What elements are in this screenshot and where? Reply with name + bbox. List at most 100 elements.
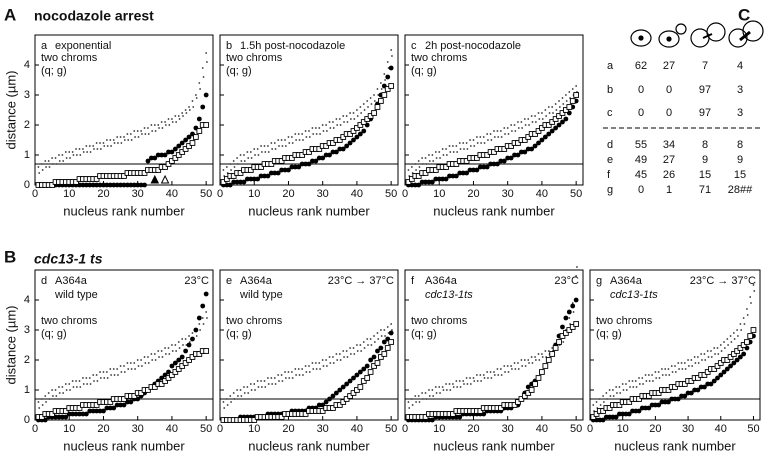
dot xyxy=(301,368,304,370)
dot xyxy=(363,109,366,111)
dot xyxy=(479,136,482,138)
dot xyxy=(359,106,362,108)
dot xyxy=(185,112,188,114)
dot xyxy=(391,55,393,57)
filled-circle xyxy=(385,74,391,80)
open-square xyxy=(121,396,127,402)
dot xyxy=(274,148,277,150)
y-axis-label: distance (µm) xyxy=(3,70,18,149)
filled-circle xyxy=(70,411,76,417)
dot xyxy=(78,148,81,150)
x-tick-label: 20 xyxy=(467,423,479,435)
open-square xyxy=(695,375,701,381)
filled-circle xyxy=(59,414,65,420)
open-square xyxy=(384,86,391,92)
filled-circle xyxy=(477,164,483,170)
dot xyxy=(270,142,273,144)
dot xyxy=(544,109,547,111)
dot xyxy=(315,368,318,370)
dot xyxy=(700,353,703,355)
strain: A364a xyxy=(610,275,643,287)
section-label: C xyxy=(738,5,750,24)
dot xyxy=(40,398,43,400)
dot xyxy=(264,386,267,388)
filled-circle xyxy=(234,179,240,185)
filled-circle xyxy=(172,146,178,152)
open-square xyxy=(463,158,470,164)
dot xyxy=(273,377,276,379)
dot xyxy=(263,145,266,147)
dot xyxy=(452,151,455,153)
dot xyxy=(102,371,105,373)
open-square xyxy=(258,164,264,170)
filled-circle xyxy=(125,182,130,188)
dot xyxy=(496,368,499,370)
dot xyxy=(65,157,68,159)
dot xyxy=(171,118,173,120)
row-label: a xyxy=(607,60,614,72)
dot xyxy=(737,335,739,337)
dot xyxy=(243,154,245,156)
open-square xyxy=(566,327,573,333)
dot xyxy=(506,365,509,367)
open-square xyxy=(556,113,562,119)
dot xyxy=(521,127,524,129)
dot xyxy=(514,130,517,132)
dot xyxy=(537,112,540,114)
dot xyxy=(384,335,387,337)
dot xyxy=(308,130,310,132)
dot xyxy=(188,109,191,111)
dot xyxy=(153,353,156,355)
series-note: (q; g) xyxy=(411,328,437,340)
dot xyxy=(608,389,611,391)
dot xyxy=(602,395,604,397)
spindle-icons xyxy=(630,20,764,48)
filled-circle xyxy=(159,152,165,158)
dot xyxy=(694,362,697,364)
open-square xyxy=(306,149,312,155)
dot xyxy=(106,145,109,147)
filled-circle xyxy=(203,291,209,297)
filled-circle xyxy=(330,149,336,155)
dot xyxy=(455,145,458,147)
x-tick-label: 10 xyxy=(63,188,75,200)
filled-circle xyxy=(248,176,254,182)
dot xyxy=(625,383,627,385)
dot xyxy=(463,148,465,150)
filled-circle xyxy=(457,414,463,420)
dot xyxy=(530,356,533,358)
dot xyxy=(343,121,345,123)
open-square xyxy=(330,140,336,146)
series-note: two chroms xyxy=(411,315,468,327)
open-square xyxy=(73,179,79,185)
condition: 2h post-nocodazole xyxy=(425,40,521,52)
dot xyxy=(517,127,520,129)
open-square xyxy=(714,363,721,369)
open-square xyxy=(289,155,295,161)
dot xyxy=(267,383,270,385)
dot xyxy=(551,106,554,108)
filled-circle xyxy=(423,179,428,185)
filled-circle xyxy=(272,170,278,176)
dot xyxy=(373,94,375,96)
dot xyxy=(199,88,202,90)
dot xyxy=(497,374,500,376)
open-square xyxy=(552,345,559,351)
dot xyxy=(719,344,722,346)
dot xyxy=(647,374,650,376)
open-square xyxy=(665,387,672,393)
open-square xyxy=(381,92,388,98)
dot xyxy=(541,356,544,358)
dot xyxy=(657,371,660,373)
dot xyxy=(51,389,54,391)
dot xyxy=(93,380,95,382)
open-square xyxy=(49,182,55,188)
open-square xyxy=(408,176,415,182)
filled-circle xyxy=(203,92,209,98)
dot xyxy=(490,377,493,379)
dot xyxy=(58,386,60,388)
panel: 0 10 20 30 40 50 g A364a cdc13-1ts 23°C → 37°C two… xyxy=(587,269,761,453)
open-square xyxy=(162,378,168,384)
dot xyxy=(644,374,647,376)
open-square xyxy=(616,402,623,408)
